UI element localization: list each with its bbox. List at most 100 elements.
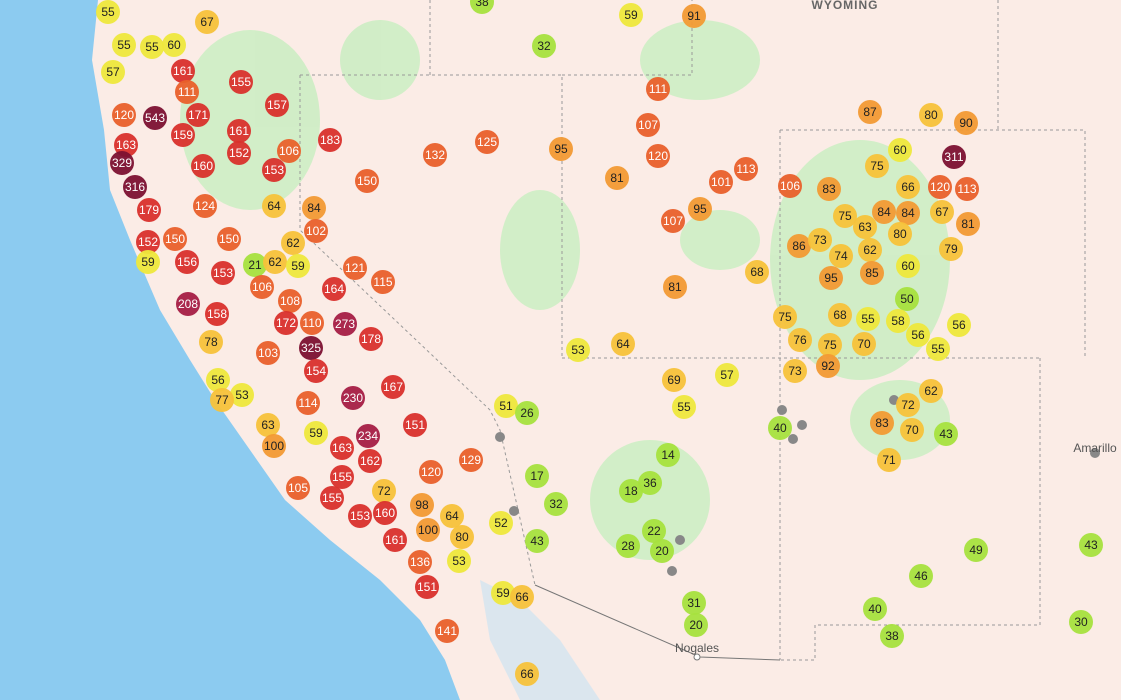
aqi-marker: 105 bbox=[286, 476, 310, 500]
marker-value: 14 bbox=[661, 448, 675, 462]
marker-dot bbox=[549, 137, 573, 161]
aqi-marker: 66 bbox=[896, 175, 920, 199]
marker-value: 160 bbox=[375, 506, 395, 520]
marker-value: 113 bbox=[736, 162, 755, 176]
marker-dot bbox=[880, 624, 904, 648]
marker-value: 57 bbox=[720, 368, 734, 382]
aqi-marker: 66 bbox=[510, 585, 534, 609]
marker-dot bbox=[371, 270, 395, 294]
marker-value: 72 bbox=[901, 398, 915, 412]
marker-dot bbox=[274, 311, 298, 335]
marker-value: 49 bbox=[969, 543, 983, 557]
marker-value: 56 bbox=[211, 373, 225, 387]
marker-value: 160 bbox=[193, 159, 213, 173]
marker-value: 183 bbox=[320, 133, 340, 147]
marker-value: 62 bbox=[863, 243, 877, 257]
aqi-marker: 161 bbox=[171, 59, 195, 83]
aqi-marker: 59 bbox=[304, 421, 328, 445]
aqi-marker: 64 bbox=[611, 332, 635, 356]
marker-value: 59 bbox=[496, 586, 510, 600]
marker-dot bbox=[934, 422, 958, 446]
marker-value: 22 bbox=[647, 524, 661, 538]
marker-dot bbox=[865, 154, 889, 178]
marker-dot bbox=[808, 228, 832, 252]
aqi-marker: 163 bbox=[330, 436, 354, 460]
marker-value: 55 bbox=[677, 400, 691, 414]
aqi-marker: 91 bbox=[682, 4, 706, 28]
aqi-marker: 111 bbox=[646, 77, 670, 101]
markers: 55 67 55 55 60 57 161 155 111 157 120 543 171 163 159 1… bbox=[96, 0, 1103, 686]
marker-value: 101 bbox=[711, 175, 731, 189]
aqi-marker: 325 bbox=[299, 336, 323, 360]
marker-value: 72 bbox=[377, 484, 391, 498]
marker-dot bbox=[381, 375, 405, 399]
marker-dot bbox=[638, 471, 662, 495]
marker-dot bbox=[909, 564, 933, 588]
aqi-marker: 159 bbox=[171, 123, 195, 147]
marker-value: 114 bbox=[298, 396, 317, 410]
marker-dot bbox=[858, 100, 882, 124]
aqi-marker: 68 bbox=[828, 303, 852, 327]
aqi-marker: 75 bbox=[833, 204, 857, 228]
aqi-marker: 120 bbox=[646, 144, 670, 168]
marker-dot bbox=[320, 486, 344, 510]
aqi-marker: 106 bbox=[250, 275, 274, 299]
marker-dot bbox=[230, 383, 254, 407]
marker-value: 152 bbox=[138, 235, 158, 249]
marker-dot bbox=[818, 333, 842, 357]
marker-dot bbox=[860, 261, 884, 285]
aqi-marker: 154 bbox=[304, 359, 328, 383]
aqi-marker: 156 bbox=[175, 250, 199, 274]
aqi-marker: 59 bbox=[286, 254, 310, 278]
aqi-marker: 26 bbox=[515, 401, 539, 425]
aqi-marker: 153 bbox=[262, 158, 286, 182]
marker-dot bbox=[964, 538, 988, 562]
aqi-marker: 157 bbox=[265, 93, 289, 117]
aqi-marker: 66 bbox=[515, 662, 539, 686]
marker-dot bbox=[544, 492, 568, 516]
aqi-marker: 179 bbox=[137, 198, 161, 222]
marker-dot bbox=[348, 504, 372, 528]
marker-dot bbox=[684, 613, 708, 637]
marker-value: 110 bbox=[302, 316, 321, 330]
marker-value: 79 bbox=[944, 242, 958, 256]
marker-value: 52 bbox=[494, 516, 508, 530]
aqi-marker: 125 bbox=[475, 130, 499, 154]
marker-value: 155 bbox=[322, 491, 342, 505]
marker-value: 38 bbox=[475, 0, 489, 9]
marker-dot bbox=[947, 313, 971, 337]
marker-dot bbox=[858, 238, 882, 262]
aqi-marker: 59 bbox=[491, 581, 515, 605]
marker-value: 171 bbox=[188, 108, 208, 122]
marker-value: 59 bbox=[141, 255, 155, 269]
marker-dot bbox=[440, 504, 464, 528]
marker-dot bbox=[494, 394, 518, 418]
marker-dot bbox=[262, 434, 286, 458]
aqi-marker: 22 bbox=[642, 519, 666, 543]
marker-value: 120 bbox=[114, 108, 134, 122]
marker-value: 95 bbox=[693, 202, 707, 216]
marker-dot bbox=[709, 170, 733, 194]
marker-dot bbox=[532, 34, 556, 58]
aqi-marker: 81 bbox=[956, 212, 980, 236]
marker-value: 31 bbox=[687, 596, 701, 610]
marker-dot bbox=[419, 460, 443, 484]
marker-value: 107 bbox=[663, 214, 683, 228]
marker-value: 107 bbox=[638, 118, 658, 132]
marker-dot bbox=[870, 411, 894, 435]
marker-dot bbox=[415, 575, 439, 599]
marker-dot bbox=[491, 581, 515, 605]
aqi-marker: 17 bbox=[525, 464, 549, 488]
marker-dot bbox=[1069, 610, 1093, 634]
marker-value: 150 bbox=[165, 232, 185, 246]
city-dots bbox=[495, 395, 1100, 576]
marker-value: 115 bbox=[373, 275, 392, 289]
marker-value: 55 bbox=[931, 342, 945, 356]
marker-dot bbox=[175, 80, 199, 104]
marker-value: 67 bbox=[935, 205, 949, 219]
aqi-marker: 73 bbox=[783, 359, 807, 383]
marker-value: 153 bbox=[264, 163, 284, 177]
aqi-marker: 311 bbox=[942, 145, 966, 169]
marker-dot bbox=[383, 528, 407, 552]
marker-dot bbox=[470, 0, 494, 14]
